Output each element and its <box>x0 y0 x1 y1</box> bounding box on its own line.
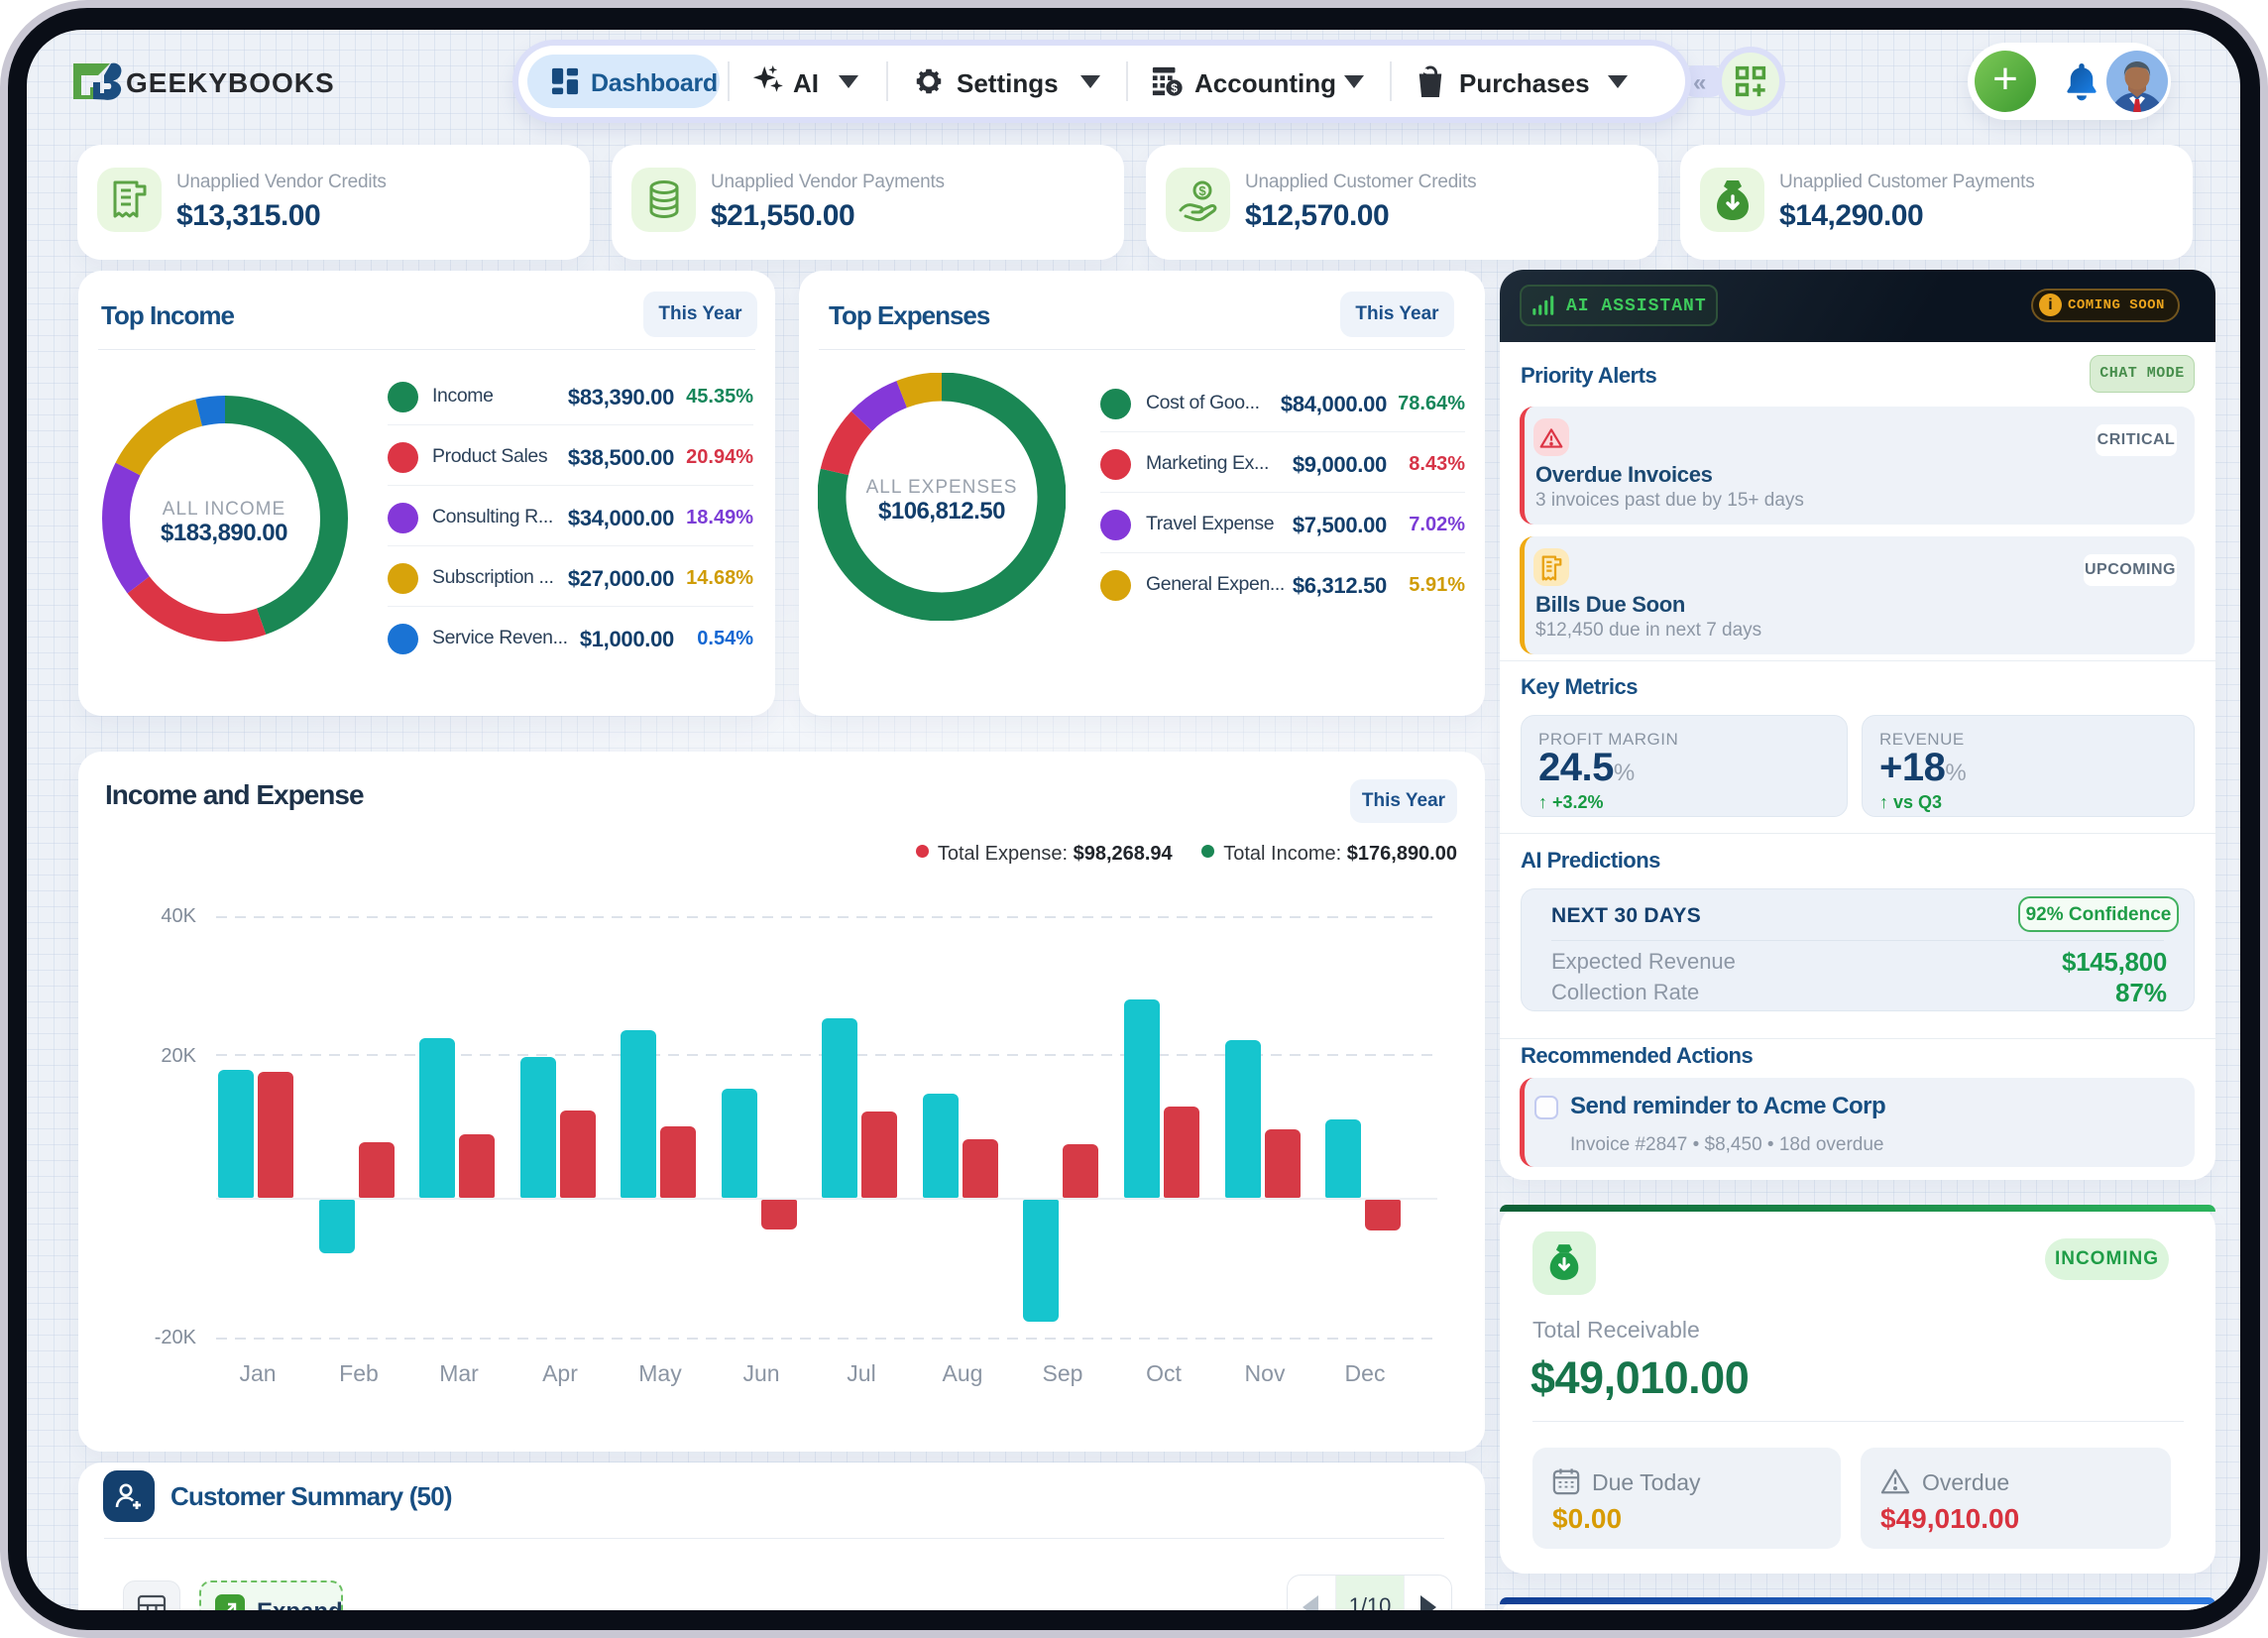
svg-text:$: $ <box>1198 183 1206 198</box>
svg-text:$: $ <box>1171 81 1178 95</box>
